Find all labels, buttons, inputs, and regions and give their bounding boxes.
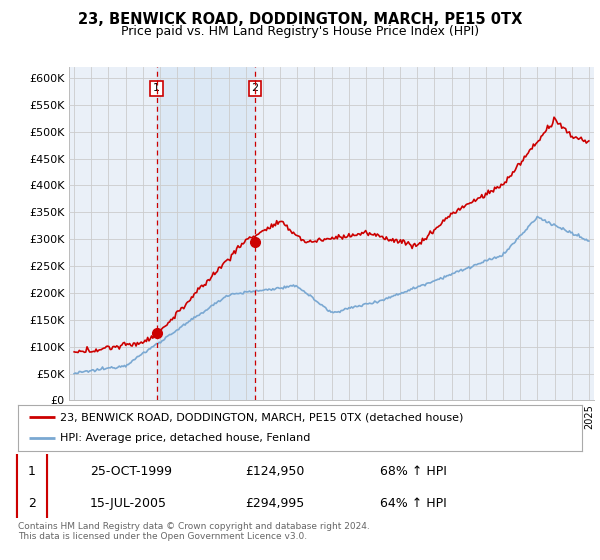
Text: 23, BENWICK ROAD, DODDINGTON, MARCH, PE15 0TX (detached house): 23, BENWICK ROAD, DODDINGTON, MARCH, PE1… xyxy=(60,412,464,422)
Text: 2: 2 xyxy=(251,83,259,94)
Text: 64% ↑ HPI: 64% ↑ HPI xyxy=(380,497,447,510)
Text: Price paid vs. HM Land Registry's House Price Index (HPI): Price paid vs. HM Land Registry's House … xyxy=(121,25,479,38)
FancyBboxPatch shape xyxy=(17,425,47,560)
Text: £124,950: £124,950 xyxy=(245,465,304,478)
Text: Contains HM Land Registry data © Crown copyright and database right 2024.
This d: Contains HM Land Registry data © Crown c… xyxy=(18,522,370,542)
FancyBboxPatch shape xyxy=(17,393,47,550)
Text: 25-OCT-1999: 25-OCT-1999 xyxy=(90,465,172,478)
Text: 2: 2 xyxy=(28,497,36,510)
Bar xyxy=(157,67,255,400)
Text: 1: 1 xyxy=(28,465,36,478)
Text: £294,995: £294,995 xyxy=(245,497,304,510)
Text: 1: 1 xyxy=(153,83,160,94)
Text: 23, BENWICK ROAD, DODDINGTON, MARCH, PE15 0TX: 23, BENWICK ROAD, DODDINGTON, MARCH, PE1… xyxy=(78,12,522,27)
Text: 15-JUL-2005: 15-JUL-2005 xyxy=(90,497,167,510)
Text: HPI: Average price, detached house, Fenland: HPI: Average price, detached house, Fenl… xyxy=(60,433,311,444)
Text: 68% ↑ HPI: 68% ↑ HPI xyxy=(380,465,447,478)
